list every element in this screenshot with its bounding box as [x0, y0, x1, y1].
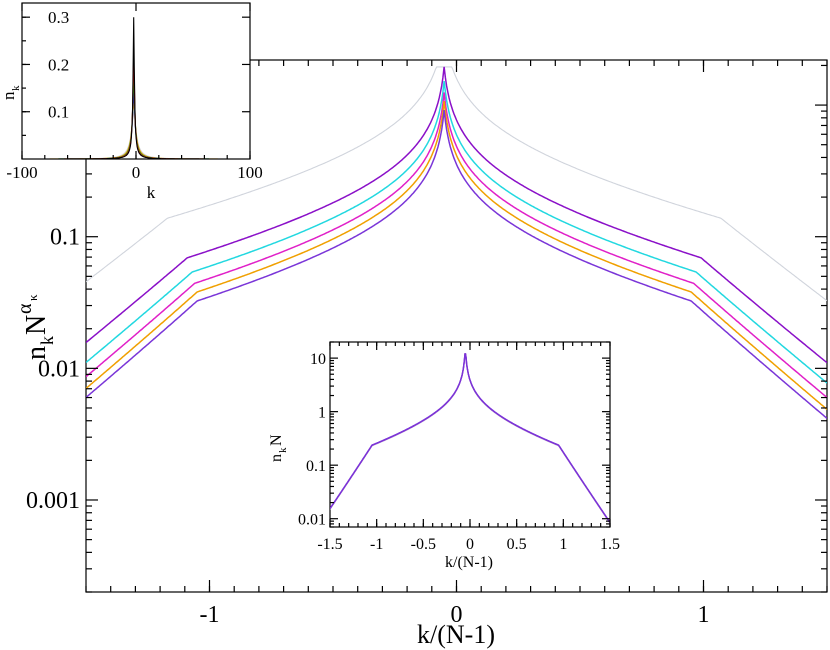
- inset-top-y-tick-label: 0.1: [48, 103, 69, 122]
- main-series-orange: [86, 101, 827, 410]
- main-series-purple: [86, 66, 827, 364]
- inset-top-x-tick-label: 100: [237, 163, 263, 182]
- main-x-axis-label: k/(N-1): [417, 620, 495, 649]
- inset-top-x-tick-label: -100: [6, 163, 37, 182]
- inset-bottom-y-label-N: N: [268, 434, 285, 446]
- inset-bottom-y-tick-label: 1: [318, 405, 326, 422]
- inset-bottom-x-tick-label: 0.5: [507, 536, 527, 553]
- inset-bottom-x-tick-label: 1.5: [600, 536, 620, 553]
- inset-bottom-y-axis-label: nkN: [268, 434, 289, 462]
- main-series-cyan: [86, 81, 827, 384]
- inset-bottom-x-tick-label: -1.5: [317, 536, 342, 553]
- inset-bottom-y-label-n: n: [268, 454, 285, 462]
- inset-bottom-y-tick-label: 10: [310, 351, 326, 368]
- main-series-gray: [86, 66, 827, 302]
- inset-top-y-label-sub-k: k: [10, 85, 22, 91]
- main-series-magenta: [86, 92, 827, 399]
- inset-top-x-axis-label: k: [147, 183, 156, 202]
- main-y-tick-label: 0.01: [38, 356, 80, 382]
- inset-bottom-series-violet: [330, 353, 610, 523]
- inset-top-y-axis-label: nk: [0, 85, 22, 100]
- main-y-label-sup-kappa: κ: [25, 294, 40, 301]
- main-y-tick-label: 0.1: [50, 225, 80, 251]
- inset-top-y-label-n: n: [0, 91, 18, 100]
- main-x-tick-label: 0: [451, 602, 463, 628]
- inset-bottom-x-tick-label: -1: [370, 536, 383, 553]
- inset-bottom-y-tick-label: 0.01: [298, 512, 326, 529]
- main-x-tick-label: 1: [698, 602, 710, 628]
- inset-bottom-x-axis-label: k/(N-1): [445, 554, 493, 571]
- main-series-violet: [86, 110, 827, 419]
- inset-bottom-frame: [329, 341, 611, 528]
- inset-bottom-y-label-sub-k: k: [277, 447, 289, 453]
- inset-top-y-tick-label: 0.3: [48, 8, 69, 27]
- inset-bottom-x-tick-label: 1: [559, 536, 567, 553]
- main-y-label-sub-k: k: [37, 336, 57, 345]
- main-x-tick-label: -1: [200, 602, 220, 628]
- main-y-tick-label: 0.001: [26, 488, 80, 514]
- inset-top-y-tick-label: 0.2: [48, 55, 69, 74]
- inset-bottom-x-tick-label: -0.5: [411, 536, 436, 553]
- inset-bottom-x-tick-label: 0: [466, 536, 474, 553]
- main-y-label-n: n: [21, 346, 52, 360]
- main-y-label-N: N: [21, 315, 52, 335]
- inset-bottom-y-tick-label: 0.1: [306, 458, 326, 475]
- main-y-label-sup-alpha: α: [14, 303, 36, 314]
- inset-top-series-black: [22, 17, 250, 159]
- inset-top-x-tick-label: 0: [132, 163, 141, 182]
